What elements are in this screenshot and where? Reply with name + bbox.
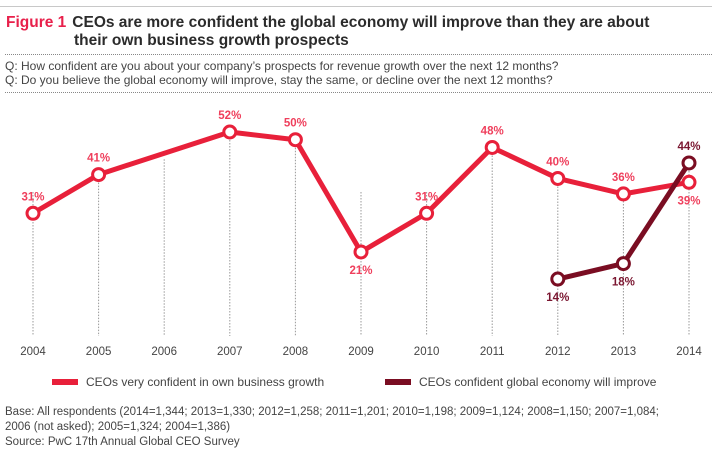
x-tick-label-2013: 2013: [611, 346, 637, 358]
data-point-s2-2014: [681, 155, 697, 171]
data-point-s1-2004: [25, 205, 41, 221]
x-tick-label-2014: 2014: [676, 346, 702, 358]
data-point-s1-2012: [550, 170, 566, 186]
data-point-s1-2014: [681, 174, 697, 190]
data-label-s1-2009: 21%: [349, 265, 372, 277]
divider-bottom: [5, 92, 712, 93]
data-point-s2-2013: [615, 256, 631, 272]
data-label-s1-2007: 52%: [218, 110, 241, 122]
x-tick-label-2010: 2010: [414, 346, 440, 358]
data-label-s2-2013: 18%: [612, 277, 635, 289]
title-line-2: their own business growth prospects: [74, 32, 349, 49]
question-1: Q: How confident are you about your comp…: [5, 59, 559, 73]
data-point-s2-2012: [550, 271, 566, 287]
series-line-1: [31, 129, 690, 255]
data-point-s1-2005: [91, 167, 107, 183]
data-point-s1-2009: [353, 244, 369, 260]
legend-label-global-economy: CEOs confident global economy will impro…: [419, 375, 657, 389]
x-tick-label-2005: 2005: [86, 346, 112, 358]
base-note: Base: All respondents (2014=1,344; 2013=…: [5, 405, 717, 450]
data-label-s1-2005: 41%: [87, 153, 110, 165]
data-point-s1-2013: [615, 186, 631, 202]
data-point-s1-2010: [419, 205, 435, 221]
data-point-s1-2008: [287, 132, 303, 148]
legend-item-global-economy: CEOs confident global economy will impro…: [385, 375, 656, 389]
data-label-s1-2008: 50%: [284, 118, 307, 130]
legend-swatch-global-economy: [385, 379, 411, 385]
data-label-s1-2004: 31%: [21, 191, 44, 203]
x-tick-label-2004: 2004: [20, 346, 46, 358]
legend-item-own-growth: CEOs very confident in own business grow…: [52, 375, 324, 389]
question-2: Q: Do you believe the global economy wil…: [5, 73, 553, 87]
data-label-s1-2014: 39%: [677, 195, 700, 207]
x-tick-label-2008: 2008: [283, 346, 309, 358]
figure-title: Figure 1 CEOs are more confident the glob…: [6, 14, 649, 50]
line-chart: 2004 2005 2006 2007 2008 2009 2010 2011 2012 2013…: [20, 110, 702, 358]
x-tick-label-2006: 2006: [151, 346, 177, 358]
base-line-1: Base: All respondents (2014=1,344; 2013=…: [5, 406, 659, 418]
x-tick-label-2012: 2012: [545, 346, 571, 358]
top-rule: [0, 6, 712, 7]
data-label-s2-2014: 44%: [677, 141, 700, 153]
source-note: Source: PwC 17th Annual Global CEO Surve…: [5, 436, 240, 448]
data-label-s1-2010: 31%: [415, 191, 438, 203]
title-line-1: CEOs are more confident the global econo…: [72, 14, 650, 31]
data-label-s2-2012: 14%: [546, 292, 569, 304]
data-label-s1-2011: 48%: [481, 125, 504, 137]
x-tick-label-2011: 2011: [480, 346, 505, 358]
data-point-s1-2011: [484, 139, 500, 155]
x-tick-label-2007: 2007: [217, 346, 243, 358]
legend-label-own-growth: CEOs very confident in own business grow…: [86, 375, 325, 389]
legend-swatch-own-growth: [52, 379, 78, 385]
divider-top: [5, 54, 712, 55]
x-tick-label-2009: 2009: [348, 346, 374, 358]
data-label-s1-2012: 40%: [546, 156, 569, 168]
data-label-s1-2013: 36%: [612, 172, 635, 184]
figure-label: Figure 1: [6, 14, 67, 31]
base-line-2: 2006 (not asked); 2005=1,324; 2004=1,386…: [5, 421, 231, 433]
data-point-s1-2007: [222, 124, 238, 140]
